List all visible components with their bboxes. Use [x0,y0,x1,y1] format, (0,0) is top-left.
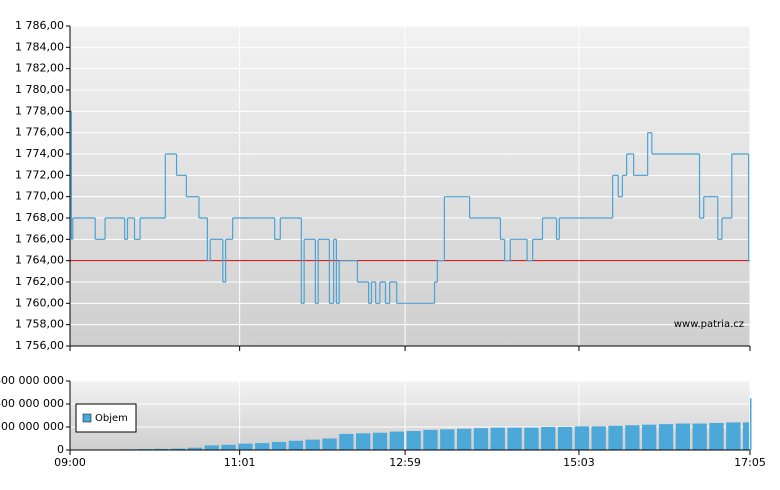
y-tick-label: 1 770,00 [15,190,64,203]
y-tick-label: 0 [57,443,64,456]
y-tick-label: 1 764,00 [15,254,64,267]
y-tick-label: 200 000 000 [0,420,64,433]
volume-bar [750,398,752,450]
y-tick-label: 1 758,00 [15,318,64,331]
x-tick-label: 11:01 [224,456,256,469]
volume-bar [473,428,489,450]
y-tick-label: 1 784,00 [15,40,64,53]
volume-bar [591,426,606,450]
x-tick-label: 12:59 [389,456,421,469]
y-tick-label: 1 778,00 [15,104,64,117]
volume-bar [372,432,388,450]
y-tick-label: 1 786,00 [15,19,64,32]
volume-bar [709,422,724,450]
volume-bar [625,425,640,450]
volume-bar [170,448,186,450]
y-tick-label: 1 756,00 [15,339,64,352]
volume-bar [557,427,573,450]
volume-bar [692,423,707,450]
volume-bar [423,429,438,450]
volume-bar [490,427,505,450]
volume-bar [574,426,590,450]
y-tick-label: 1 766,00 [15,232,64,245]
watermark: www.patria.cz [674,319,744,330]
y-tick-label: 1 768,00 [15,211,64,224]
volume-bar [456,428,472,450]
x-tick-label: 17:05 [734,456,766,469]
x-tick-label: 09:00 [54,456,86,469]
y-tick-label: 1 780,00 [15,83,64,96]
volume-bar [238,443,253,450]
legend-label: Objem [95,413,128,424]
volume-bar [406,431,421,450]
legend-swatch [82,413,92,423]
volume-bar [742,422,749,450]
volume-bar [524,427,539,450]
volume-bar [339,433,354,450]
volume-bar [288,440,304,450]
volume-bar [356,433,371,450]
y-tick-label: 1 772,00 [15,168,64,181]
volume-bar [322,438,337,450]
y-tick-label: 1 782,00 [15,62,64,75]
volume-bar [255,443,270,450]
volume-bar [658,424,674,450]
y-tick-label: 400 000 000 [0,397,64,410]
volume-bar [440,429,455,450]
volume-bar [204,445,219,450]
x-tick-label: 15:03 [563,456,595,469]
volume-bar [187,447,203,450]
volume-bar [541,427,556,450]
volume-bar [271,441,287,450]
volume-bar [305,439,320,450]
y-tick-label: 1 776,00 [15,126,64,139]
plot-background [70,26,750,346]
volume-bar [154,448,169,450]
volume-bar [642,424,657,450]
y-tick-label: 1 762,00 [15,275,64,288]
volume-bar [507,427,522,450]
y-tick-label: 1 760,00 [15,296,64,309]
volume-bar [221,444,236,450]
volume-bar [726,422,741,450]
volume-bar [675,423,690,450]
volume-bar [389,431,404,450]
y-tick-label: 600 000 000 [0,374,64,387]
y-tick-label: 1 774,00 [15,147,64,160]
volume-bar [608,425,623,450]
